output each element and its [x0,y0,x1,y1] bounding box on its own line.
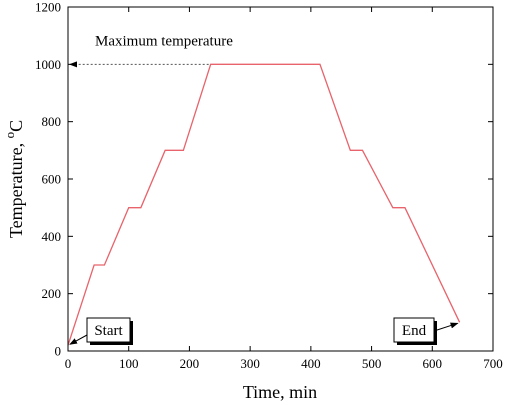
max-temp-label: Maximum temperature [95,33,233,49]
x-tick-label: 0 [65,356,72,371]
y-tick-label: 1200 [35,0,61,15]
x-tick-label: 300 [240,356,260,371]
x-tick-label: 700 [483,356,503,371]
y-tick-label: 200 [42,286,62,301]
start-arrow [69,334,88,345]
temperature-series-line [67,63,461,346]
plot-frame [67,6,494,352]
end-label: End [402,323,427,339]
y-tick-label: 600 [42,172,62,187]
x-tick-label: 500 [362,356,382,371]
start-label: Start [94,323,123,339]
start-box [86,317,131,343]
x-tick-label: 600 [423,356,443,371]
end-box [393,317,435,343]
y-tick-label: 800 [42,114,62,129]
x-tick-label: 400 [301,356,321,371]
x-axis-title: Time, min [243,382,317,402]
x-tick-label: 100 [119,356,139,371]
end-arrow [433,322,459,332]
x-tick-label: 200 [180,356,200,371]
y-tick-label: 1000 [35,57,61,72]
y-axis-title: Temperature, oC [2,120,26,238]
y-tick-label: 400 [42,229,62,244]
annotations-layer: Maximum temperature Start End [69,33,459,345]
series-layer [67,63,461,346]
y-tick-label: 0 [55,344,62,359]
axis-ticks: 0 100 200 300 400 500 600 700 0 200 400 600 800 1000 1… [35,0,503,371]
